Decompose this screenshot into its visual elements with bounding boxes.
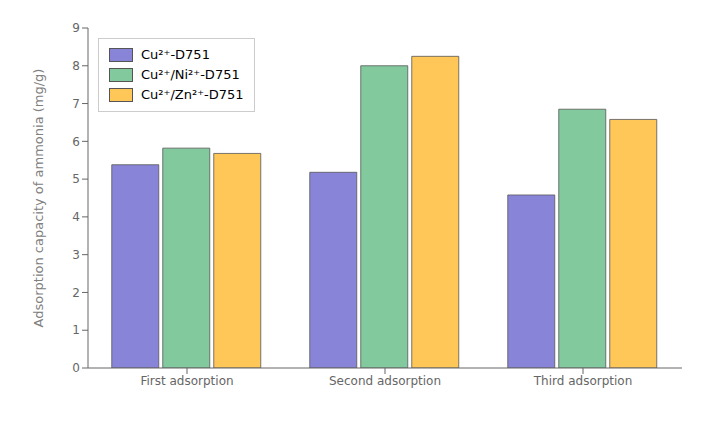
svg-text:7: 7 — [72, 97, 80, 111]
svg-text:3: 3 — [72, 248, 80, 262]
html-text:Cu²⁺/Zn²⁺-D751: Cu²⁺/Zn²⁺-D751 — [141, 87, 244, 102]
svg-text:Third adsorption: Third adsorption — [533, 374, 633, 388]
svg-text:2: 2 — [72, 286, 80, 300]
svg-text:6: 6 — [72, 135, 80, 149]
svg-text:5: 5 — [72, 172, 80, 186]
html-text:Cu²⁺-D751: Cu²⁺-D751 — [141, 47, 210, 62]
svg-text:0: 0 — [72, 361, 80, 375]
svg-text:8: 8 — [72, 59, 80, 73]
html-text:Cu²⁺/Ni²⁺-D751: Cu²⁺/Ni²⁺-D751 — [141, 67, 240, 82]
svg-text:Adsorption capacity of ammonia: Adsorption capacity of ammonia (mg/g) — [31, 69, 46, 328]
svg-text:1: 1 — [72, 323, 80, 337]
svg-text:Second adsorption: Second adsorption — [329, 374, 441, 388]
svg-text:4: 4 — [72, 210, 80, 224]
svg-text:First adsorption: First adsorption — [140, 374, 233, 388]
svg-text:9: 9 — [72, 21, 80, 35]
